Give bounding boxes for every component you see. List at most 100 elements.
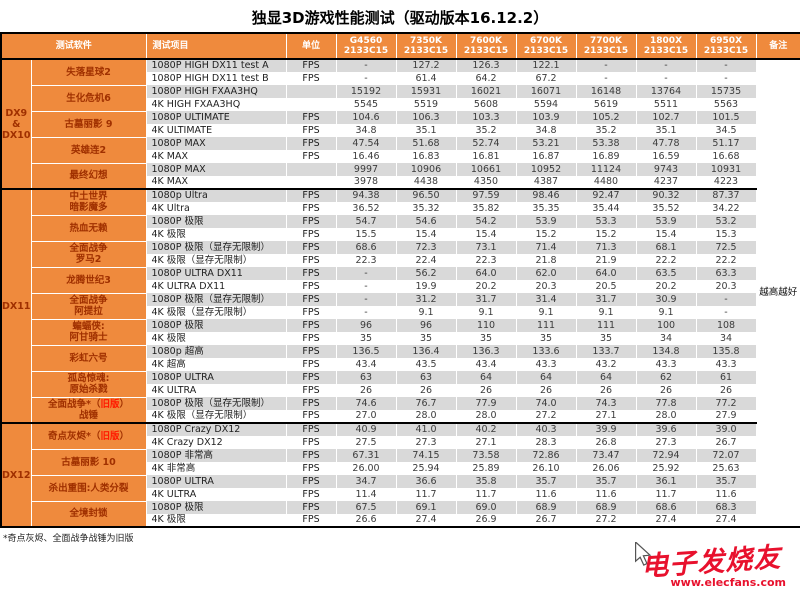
value-cell: 35 [335,332,397,345]
value-cell: 35 [515,332,577,345]
table-row: 孤岛惊魂: 原始杀戮 1080P ULTRA FPS 63 63 64 64 64 62 61 [1,370,800,398]
value-cell: 74.0 [515,397,577,410]
value-cell: 53.21 [515,137,577,150]
value-cell: 26 [395,384,457,397]
unit-cell: FPS [285,306,337,319]
game-name-cell: 彩虹六号 [30,344,147,372]
test-item-cell: 4K Ultra [145,202,287,215]
value-cell: 43.3 [695,358,757,371]
value-cell: 20.3 [695,280,757,293]
test-item-cell: 4K 极限（显存无限制） [145,306,287,319]
test-item-cell: 4K ULTRA [145,488,287,501]
value-cell: 11.6 [695,488,757,501]
test-item-cell: 1080P 极限 [145,319,287,332]
test-item-cell: 4K MAX [145,176,287,189]
mouse-pointer-icon [635,542,652,566]
value-cell: - [635,59,697,72]
unit-cell: FPS [285,488,337,501]
value-cell: 15.5 [335,228,397,241]
value-cell: 20.3 [515,280,577,293]
test-item-cell: 1080P ULTIMATE [145,111,287,124]
value-cell: 105.2 [575,111,637,124]
test-item-cell: 4K ULTIMATE [145,124,287,137]
unit-cell [285,85,337,98]
value-cell: 26 [575,384,637,397]
value-cell: 25.89 [455,462,517,475]
value-cell: 96 [335,319,397,332]
value-cell: - [335,72,397,85]
value-cell: 27.3 [395,436,457,449]
table-row: 4K 非常高 FPS 26.00 25.94 25.89 26.10 26.06 25.92 2… [1,462,800,475]
game-name-cell: 孤岛惊魂: 原始杀戮 [30,370,147,398]
value-cell: - [635,72,697,85]
unit-cell: FPS [285,345,337,358]
value-cell: 35.2 [575,124,637,137]
value-cell: 40.9 [335,422,397,436]
value-cell: 52.74 [455,137,517,150]
value-cell: - [695,59,757,72]
value-cell: 100 [635,319,697,332]
value-cell: 16.89 [575,150,637,163]
value-cell: - [335,59,397,72]
unit-cell: FPS [285,462,337,475]
value-cell: 54.6 [395,215,457,228]
value-cell: 64 [515,371,577,384]
unit-cell: FPS [285,410,337,423]
value-cell: 34 [695,332,757,345]
test-item-cell: 1080P 极限 [145,215,287,228]
table-row: DX11 中土世界 暗影魔多 1080p Ultra FPS 94.38 96.50 97.5… [0,188,800,424]
value-cell: 26 [695,384,757,397]
value-cell: 74.15 [395,449,457,462]
unit-cell: FPS [285,137,337,150]
value-cell: 34.8 [515,124,577,137]
unit-cell: FPS [285,436,337,449]
table-row: 4K HIGH FXAA3HQ 5545 5519 5608 5594 5619 5511 5… [1,98,800,111]
unit-cell: FPS [285,332,337,345]
value-cell: 26.06 [575,462,637,475]
table-row: 4K ULTRA FPS 11.4 11.7 11.7 11.6 11.6 11.7 11.6 [1,488,800,501]
value-cell: 40.3 [515,422,577,436]
value-cell: 134.8 [635,345,697,358]
column-header: 测试项目 [145,32,287,60]
value-cell: 51.17 [695,137,757,150]
value-cell: 94.38 [335,188,397,202]
table-row: 4K Ultra FPS 36.52 35.32 35.82 35.35 35.44 35.5… [1,202,800,215]
table-row: 全面战争*（旧版） 战锤 1080P 极限（显存无限制） FPS 74.6 76.7 77.… [1,396,800,424]
value-cell: 27.2 [575,514,637,527]
watermark-url: www.elecfans.com [670,576,786,589]
value-cell: 10952 [515,163,577,176]
value-cell: 69.1 [395,501,457,514]
value-cell: 28.0 [455,410,517,423]
value-cell: 9.1 [515,306,577,319]
value-cell: 67.5 [335,501,397,514]
column-header: 6950X 2133C15 [695,32,757,60]
value-cell: 35.7 [695,475,757,488]
value-cell: 9.1 [575,306,637,319]
column-header: 7700K 2133C15 [575,32,637,60]
unit-cell [285,176,337,189]
value-cell: 108 [695,319,757,332]
value-cell: 16.59 [635,150,697,163]
value-cell: 26 [335,384,397,397]
value-cell: 72.5 [695,241,757,254]
game-name-cell: 奇点灰烬*（旧版） [30,422,147,450]
value-cell: - [695,72,757,85]
value-cell: 68.9 [515,501,577,514]
value-cell: 43.4 [455,358,517,371]
value-cell: 35.44 [575,202,637,215]
value-cell: 122.1 [515,59,577,72]
table-row: DX12 奇点灰烬*（旧版） 1080P Crazy DX12 FPS 40.9 41.0… [0,422,800,528]
value-cell: 26.6 [335,514,397,527]
api-group-cell: DX12 [0,422,32,528]
unit-cell: FPS [285,267,337,280]
table-row: 杀出重围:人类分裂 1080P ULTRA FPS 34.7 36.6 35.8 35.7 3… [1,474,800,502]
value-cell: 27.9 [695,410,757,423]
value-cell: 15.2 [515,228,577,241]
value-cell: 28.3 [515,436,577,449]
value-cell: 30.9 [635,293,697,306]
value-cell: 63 [395,371,457,384]
value-cell: 27.0 [335,410,397,423]
value-cell: 73.47 [575,449,637,462]
value-cell: 39.0 [695,422,757,436]
value-cell: 4387 [515,176,577,189]
